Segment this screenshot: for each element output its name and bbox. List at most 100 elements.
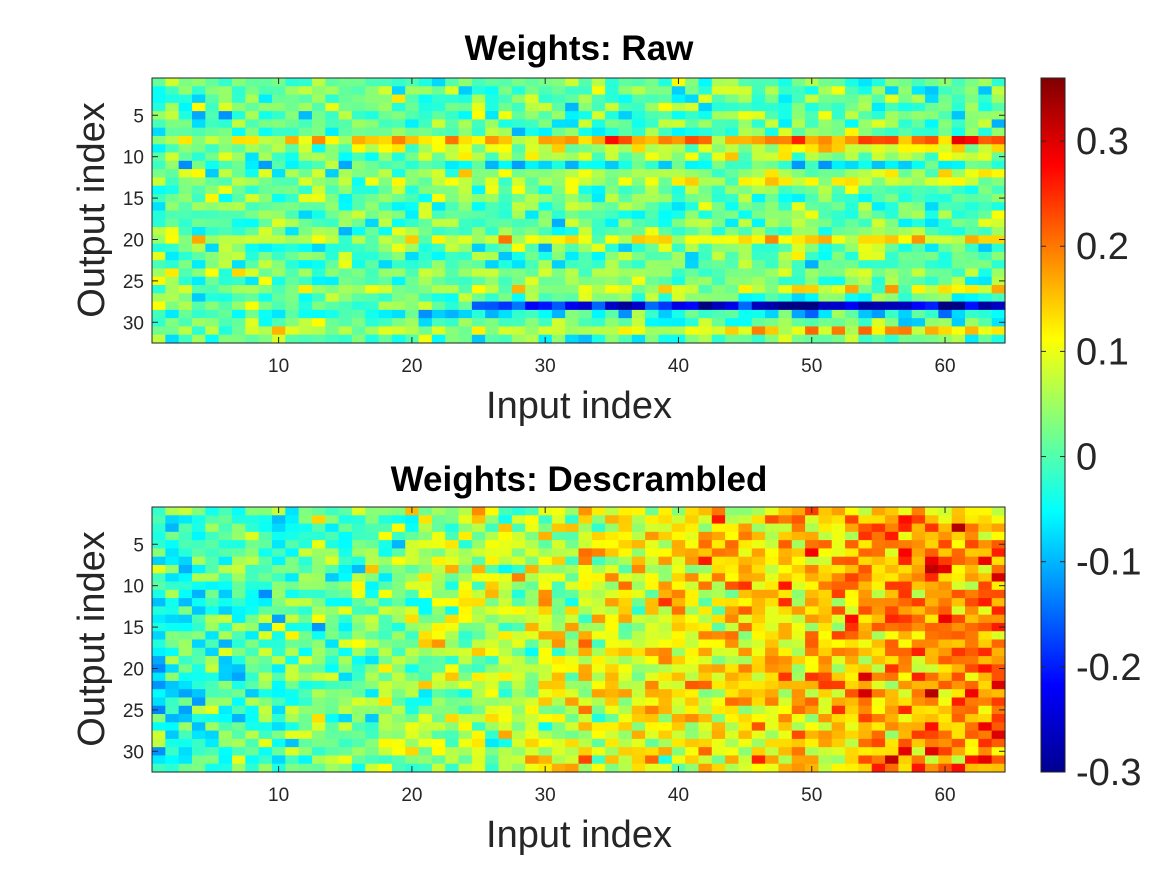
heatmap-cell (391, 656, 406, 665)
heatmap-cell (231, 664, 246, 674)
heatmap-cell (965, 689, 979, 699)
heatmap-cell (671, 243, 686, 253)
heatmap-cell (645, 540, 660, 550)
heatmap-cell (911, 606, 926, 616)
heatmap-cell (191, 86, 206, 96)
heatmap-cell (765, 260, 780, 270)
heatmap-cell (551, 730, 566, 740)
colorbar-ticks: 0.30.20.10-0.1-0.2-0.3 (1041, 121, 1141, 794)
heatmap-cell (738, 169, 753, 178)
heatmap-cell (991, 318, 1006, 328)
heatmap-cell (925, 227, 939, 236)
heatmap-cell (711, 202, 726, 212)
heatmap-cell (765, 309, 780, 319)
heatmap-cell (325, 210, 340, 220)
heatmap-cell (485, 664, 500, 674)
heatmap-cell (218, 309, 233, 319)
heatmap-cell (911, 210, 926, 220)
heatmap-cell (591, 589, 606, 599)
heatmap-cell (351, 235, 366, 245)
heatmap-cell (431, 697, 446, 707)
heatmap-cell (191, 581, 206, 591)
heatmap-cell (725, 722, 740, 732)
heatmap-cell (685, 507, 700, 516)
heatmap-cell (245, 614, 260, 624)
heatmap-cell (978, 326, 993, 336)
heatmap-cell (858, 111, 873, 121)
heatmap-cell (938, 210, 953, 220)
heatmap-cell (711, 285, 726, 294)
heatmap-cell (152, 334, 166, 344)
heatmap-cell (471, 268, 486, 278)
heatmap-cell (645, 515, 660, 525)
heatmap-cell (405, 714, 420, 723)
heatmap-cell (991, 94, 1006, 104)
heatmap-cell (338, 581, 353, 591)
heatmap-cell (991, 119, 1006, 129)
heatmap-cell (245, 268, 260, 278)
heatmap-cell (271, 160, 286, 170)
heatmap-cell (205, 334, 220, 344)
heatmap-cell (218, 523, 233, 533)
heatmap-cell (378, 664, 393, 674)
heatmap-cell (871, 507, 886, 516)
heatmap-cell (245, 664, 260, 674)
heatmap-cell (725, 714, 740, 723)
heatmap-cell (685, 614, 700, 624)
heatmap-cell (765, 326, 780, 336)
heatmap-cell (818, 160, 833, 170)
heatmap-cell (871, 318, 886, 328)
heatmap-cell (671, 722, 686, 732)
heatmap-cell (951, 152, 966, 162)
heatmap-cell (231, 581, 246, 591)
heatmap-cell (351, 210, 366, 220)
heatmap-cell (271, 309, 286, 319)
heatmap-cell (165, 714, 180, 723)
heatmap-cell (658, 78, 673, 87)
heatmap-cell (471, 218, 486, 228)
heatmap-cell (658, 94, 673, 104)
heatmap-cell (325, 672, 340, 682)
heatmap-cell (685, 515, 700, 525)
heatmap-cell (591, 689, 606, 699)
heatmap-cell (725, 573, 740, 583)
heatmap-cell (698, 251, 713, 261)
heatmap-cell (698, 152, 713, 162)
heatmap-cell (538, 102, 553, 112)
heatmap-cell (485, 507, 500, 516)
heatmap-cell (538, 144, 553, 154)
heatmap-cell (698, 202, 713, 212)
heatmap-cell (218, 334, 233, 344)
heatmap-cell (258, 614, 273, 624)
heatmap-cell (258, 251, 273, 261)
heatmap-cell (911, 326, 926, 336)
heatmap-cell (445, 169, 460, 178)
heatmap-cell (378, 507, 393, 516)
heatmap-cell (791, 293, 806, 303)
heatmap-cell (298, 94, 313, 104)
heatmap-cell (978, 243, 993, 253)
heatmap-cell (431, 573, 446, 583)
heatmap-cell (965, 210, 979, 220)
heatmap-cell (271, 94, 286, 104)
heatmap-cell (605, 235, 620, 245)
heatmap-cell (458, 755, 473, 765)
heatmap-cell (245, 589, 260, 599)
heatmap-cell (991, 656, 1006, 665)
heatmap-cell (871, 523, 886, 533)
heatmap-cell (605, 243, 620, 253)
heatmap-cell (351, 606, 366, 616)
heatmap-cell (191, 540, 206, 550)
heatmap-cell (525, 664, 540, 674)
heatmap-cell (845, 689, 859, 699)
heatmap-cell (965, 573, 979, 583)
heatmap-cell (511, 135, 526, 145)
heatmap-cell (591, 722, 606, 732)
heatmap-cell (365, 260, 380, 270)
heatmap-cell (511, 78, 526, 87)
heatmap-cell (271, 260, 286, 270)
heatmap-cell (485, 705, 500, 715)
heatmap-cell (818, 94, 833, 104)
heatmap-cell (538, 705, 553, 715)
heatmap-cell (578, 102, 593, 112)
